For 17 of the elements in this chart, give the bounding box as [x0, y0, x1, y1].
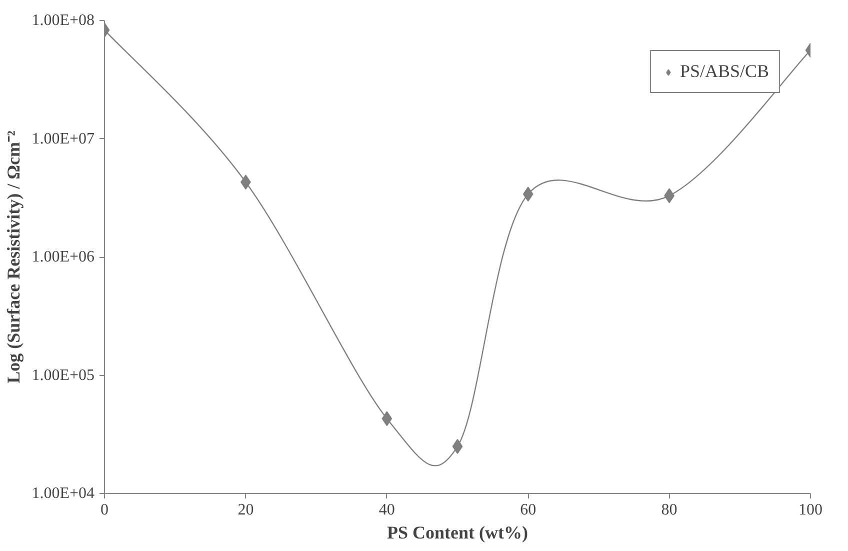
- y-tick-label: 1.00E+06: [32, 248, 94, 266]
- x-tick-label: 20: [238, 502, 254, 518]
- x-axis-title: PS Content (wt%): [387, 522, 528, 542]
- y-tick-label: 1.00E+05: [32, 366, 94, 384]
- x-tick-label: 60: [520, 502, 536, 518]
- y-tick-label: 1.00E+07: [32, 130, 94, 148]
- x-tick-label: 0: [100, 502, 108, 518]
- x-tick-label: 40: [378, 502, 395, 518]
- y-tick-label: 1.00E+04: [32, 485, 94, 502]
- x-tick-label: 80: [661, 502, 678, 518]
- x-tick-label: 100: [798, 502, 822, 518]
- y-tick-label: 1.00E+08: [32, 12, 94, 29]
- legend-label: PS/ABS/CB: [680, 61, 769, 82]
- point: [382, 411, 392, 426]
- point: [522, 186, 534, 202]
- point: [452, 438, 463, 454]
- y-axis-title: Log (Surface Resistivity) / Ωcm⁻²: [4, 130, 24, 384]
